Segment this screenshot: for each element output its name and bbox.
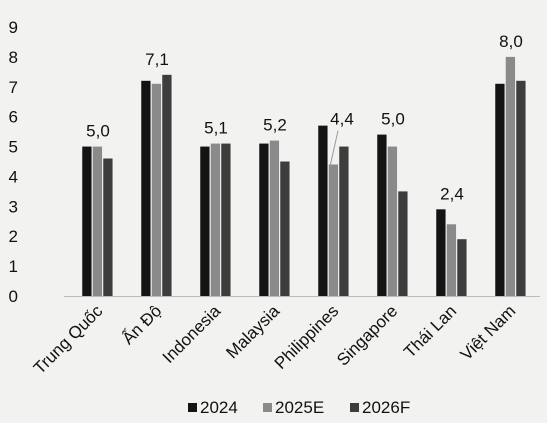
x-tick-label: Malaysia — [222, 301, 283, 362]
x-tick-label: Singapore — [333, 301, 401, 369]
bars — [82, 56, 526, 296]
bar-2024-2 — [200, 146, 210, 296]
bar-2025E-6 — [446, 224, 457, 296]
bar-2024-7 — [495, 83, 505, 296]
bar-2025E-4 — [328, 164, 339, 296]
bar-2026F-2 — [221, 143, 231, 296]
y-tick-label: 1 — [9, 257, 18, 276]
bar-2026F-3 — [280, 161, 290, 296]
bar-2024-1 — [141, 80, 151, 296]
bar-2024-6 — [436, 209, 446, 296]
legend-label: 2025E — [275, 398, 324, 417]
bar-2025E-7 — [505, 56, 516, 296]
y-tick-label: 2 — [9, 227, 18, 246]
bar-2025E-2 — [210, 143, 221, 296]
bar-2025E-3 — [269, 140, 280, 296]
bar-2024-5 — [377, 134, 387, 296]
leader-line — [329, 130, 339, 167]
bar-2026F-0 — [103, 158, 113, 296]
x-tick-label: Philippines — [271, 301, 343, 373]
bar-2026F-1 — [162, 74, 172, 296]
bar-2026F-5 — [398, 191, 408, 296]
bar-2025E-1 — [151, 83, 162, 296]
x-tick-label: Ấn Độ — [118, 301, 165, 348]
y-tick-label: 3 — [9, 197, 18, 216]
bar-2026F-6 — [457, 239, 467, 296]
legend-label: 2026F — [362, 398, 410, 417]
data-labels: 5,0 7,1 5,1 5,2 4,4 5,0 2,4 8,0 — [86, 32, 523, 203]
x-tick-label: Trung Quốc — [30, 301, 107, 378]
x-axis: Trung Quốc Ấn ĐộIndonesiaMalaysiaPhilippi… — [30, 296, 540, 378]
data-label: 5,1 — [204, 119, 228, 138]
legend-swatch — [263, 403, 272, 412]
x-tick-label: Thái Lan — [400, 301, 460, 361]
legend-swatch — [188, 403, 197, 412]
y-axis: 0 1 2 3 4 5 6 7 8 9 — [9, 18, 18, 306]
data-label: 2,4 — [440, 184, 464, 203]
data-label: 8,0 — [499, 32, 523, 51]
y-tick-label: 6 — [9, 108, 18, 127]
y-tick-label: 4 — [9, 167, 18, 186]
y-tick-label: 8 — [9, 48, 18, 67]
y-tick-label: 5 — [9, 138, 18, 157]
y-tick-label: 0 — [9, 287, 18, 306]
x-tick-label: Indonesia — [159, 301, 225, 367]
data-label: 5,2 — [263, 116, 287, 135]
bar-2026F-7 — [516, 80, 526, 296]
data-label: 5,0 — [86, 122, 110, 141]
legend-swatch — [350, 403, 359, 412]
bar-2026F-4 — [339, 146, 349, 296]
bar-2025E-0 — [92, 146, 103, 296]
data-label: 7,1 — [145, 50, 169, 69]
bar-2024-3 — [259, 143, 269, 296]
data-label: 4,4 — [330, 110, 354, 129]
bar-2025E-5 — [387, 146, 398, 296]
bar-2024-0 — [82, 146, 92, 296]
bar-2024-4 — [318, 125, 328, 296]
data-label: 5,0 — [381, 110, 405, 129]
x-tick-label: Việt Nam — [457, 301, 520, 364]
legend-label: 2024 — [200, 398, 238, 417]
y-tick-label: 7 — [9, 78, 18, 97]
y-tick-label: 9 — [9, 18, 18, 37]
legend: 2024 2025E 2026F — [188, 398, 410, 417]
